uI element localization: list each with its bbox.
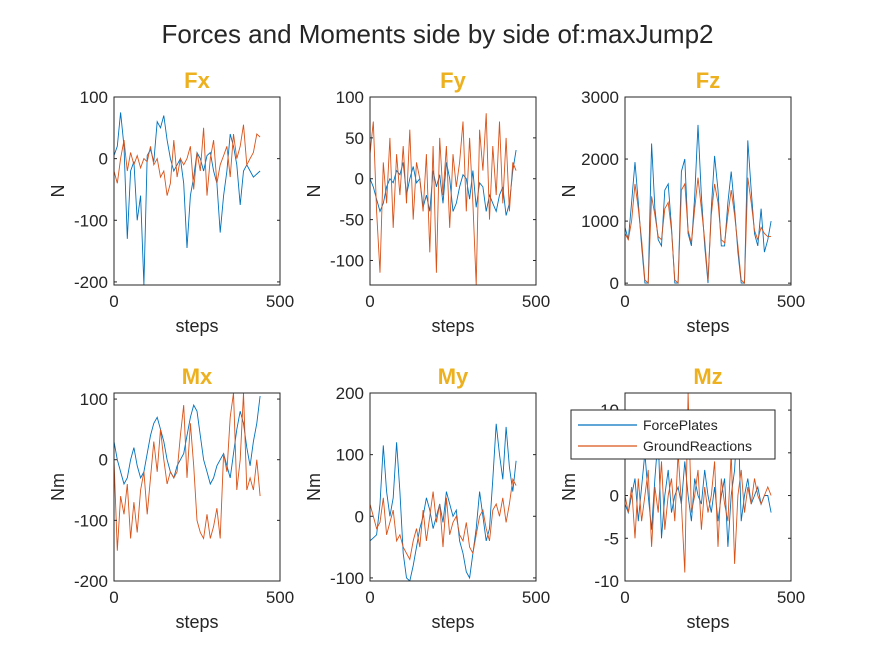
mz-ytick-label: 0 [610,487,619,506]
fx-axes-box [113,96,281,286]
mx-ytick-label: -200 [74,572,108,591]
fx-ytick-label: -200 [74,273,108,292]
mz-xlabel: steps [686,612,729,632]
figure-title: Forces and Moments side by side of:maxJu… [161,19,714,49]
mx-ylabel: Nm [48,473,68,501]
mx-axes-box [113,392,281,582]
subplot-fy: 0 500 -100 -50 0 50 100 Fy steps N [304,68,550,336]
fz-ytick-label: 0 [610,274,619,293]
fz-ytick-label: 2000 [581,150,619,169]
fx-series-forceplates [114,112,261,285]
fy-ylabel: N [304,185,324,198]
my-ytick-label: -100 [330,569,364,588]
subplot-mx: 0 500 -200 -100 0 100 Mx steps Nm [48,364,294,632]
fx-ytick-label: 0 [99,150,108,169]
mz-axes-box [624,392,792,582]
fx-ytick-label: 100 [80,88,108,107]
my-series-groundreactions [370,477,517,561]
my-xtick-label: 0 [365,588,374,607]
fy-ytick-label: 0 [355,170,364,189]
fy-xlabel: steps [431,316,474,336]
my-series-forceplates [370,423,517,581]
mz-ytick-label: -5 [604,529,619,548]
mx-title: Mx [182,364,213,389]
mz-ylabel: Nm [559,473,579,501]
my-ytick-label: 200 [336,384,364,403]
my-xlabel: steps [431,612,474,632]
fy-ytick-label: -50 [339,211,364,230]
my-xtick-label: 500 [522,588,550,607]
fy-series-groundreactions [370,113,517,285]
fz-series-groundreactions [625,177,772,285]
my-ytick-label: 0 [355,507,364,526]
fx-series-groundreactions [114,124,261,196]
legend: ForcePlates GroundReactions [570,409,776,460]
fy-xtick-label: 500 [522,292,550,311]
legend-label-forceplates: ForcePlates [643,417,718,433]
mx-xlabel: steps [175,612,218,632]
fy-xtick-label: 0 [365,292,374,311]
fy-title: Fy [440,68,466,93]
legend-label-groundreactions: GroundReactions [643,438,752,454]
mx-ytick-label: 100 [80,390,108,409]
fx-xtick-label: 500 [266,292,294,311]
fz-xtick-label: 0 [620,292,629,311]
mz-xtick-label: 0 [620,588,629,607]
my-title: My [438,364,469,389]
fx-xtick-label: 0 [109,292,118,311]
fz-xtick-label: 500 [777,292,805,311]
fz-ylabel: N [559,185,579,198]
mx-series-groundreactions [114,393,261,551]
my-ytick-label: 100 [336,446,364,465]
fz-title: Fz [696,68,720,93]
fz-xlabel: steps [686,316,729,336]
legend-box [570,409,776,460]
fz-ytick-label: 3000 [581,88,619,107]
mz-ytick-label: -10 [594,572,619,591]
mz-series-forceplates [625,410,772,547]
mx-ytick-label: -100 [74,511,108,530]
mx-ytick-label: 0 [99,451,108,470]
fx-title: Fx [184,68,210,93]
fy-ytick-label: 50 [345,129,364,148]
subplot-fz: 0 500 0 1000 2000 3000 Fz steps N [559,68,805,336]
fz-axes-box [624,96,792,286]
fy-ytick-label: 100 [336,88,364,107]
mz-xtick-label: 500 [777,588,805,607]
fz-ytick-label: 1000 [581,212,619,231]
fz-series-forceplates [625,124,772,284]
mx-xtick-label: 0 [109,588,118,607]
my-ylabel: Nm [304,473,324,501]
fx-xlabel: steps [175,316,218,336]
fx-ytick-label: -100 [74,211,108,230]
fx-ylabel: N [48,185,68,198]
mz-series-groundreactions [625,393,772,573]
fy-axes-box [369,96,537,286]
fy-ytick-label: -100 [330,251,364,270]
fy-series-forceplates [370,150,517,216]
my-axes-box [369,392,537,582]
subplot-fx: 0 500 -200 -100 0 100 Fx steps N [48,68,294,336]
mz-title: Mz [693,364,722,389]
mx-series-forceplates [114,395,261,486]
mx-xtick-label: 500 [266,588,294,607]
